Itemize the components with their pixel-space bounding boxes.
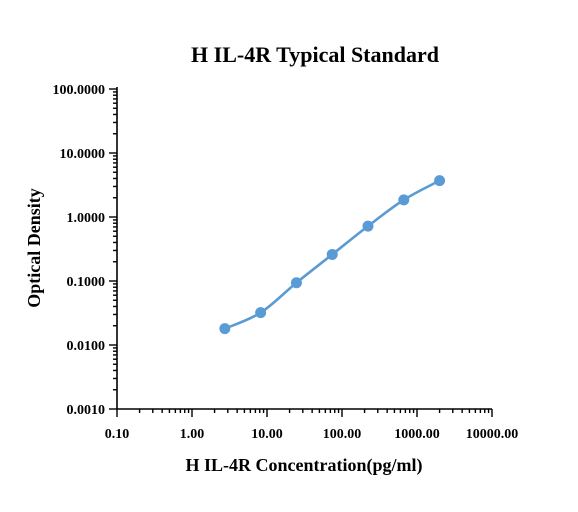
x-tick-label: 0.10 [105, 427, 130, 442]
data-point [219, 323, 231, 335]
y-axis: 0.0010 0.0100 0.1000 1.0000 10.0000 100.0000 [53, 83, 118, 418]
data-point [434, 175, 446, 187]
y-tick-label: 1.0000 [67, 211, 106, 226]
y-tick-label: 0.0010 [67, 403, 106, 418]
y-tick-label: 0.0100 [67, 339, 106, 354]
x-tick-label: 1.00 [180, 427, 205, 442]
data-point [398, 194, 410, 206]
data-point [362, 220, 374, 232]
y-tick-label: 10.0000 [60, 147, 106, 162]
x-axis: 0.10 1.00 10.00 100.00 1000.00 10000.00 [105, 408, 519, 442]
y-tick-label: 100.0000 [53, 83, 106, 98]
data-point [255, 307, 267, 319]
x-tick-label: 100.00 [323, 427, 362, 442]
y-tick-label: 0.1000 [67, 275, 106, 290]
x-tick-label: 10.00 [251, 427, 283, 442]
data-point [290, 277, 302, 289]
chart-title: H IL-4R Typical Standard [191, 42, 439, 67]
data-point [326, 248, 338, 260]
y-axis-label: Optical Density [24, 188, 44, 308]
x-tick-label: 1000.00 [394, 427, 440, 442]
x-tick-label: 10000.00 [466, 427, 519, 442]
plot-area [219, 175, 446, 335]
x-axis-label: H IL-4R Concentration(pg/ml) [186, 455, 423, 476]
